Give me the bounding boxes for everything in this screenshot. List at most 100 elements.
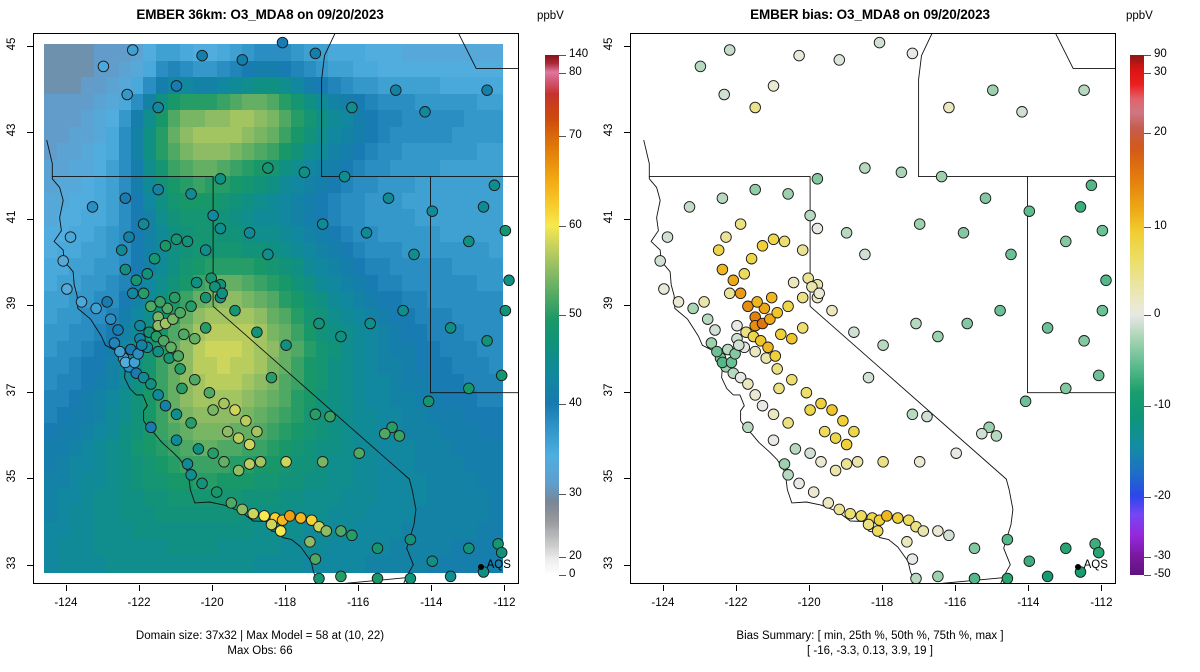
x-tick-mark — [1101, 585, 1103, 591]
x-tick-label: -116 — [347, 597, 370, 609]
colorbar-tick — [1144, 226, 1151, 228]
x-tick-mark — [65, 585, 67, 591]
x-axis-model: -124 -122 -120 -118 -116 -114 -112 — [33, 585, 519, 615]
y-tick-label: 33 — [6, 556, 18, 569]
x-tick-label: -112 — [1090, 597, 1113, 609]
x-tick-label: -122 — [127, 597, 151, 609]
colorbar-tick-label: 0 — [1154, 308, 1161, 320]
x-tick-label: -118 — [871, 597, 894, 609]
colorbar-tick-label: 50 — [569, 308, 582, 320]
colorbar-tick — [559, 315, 566, 316]
y-tick-label: 39 — [6, 296, 18, 310]
x-tick-label: -112 — [493, 597, 516, 609]
y-tick-label: 33 — [603, 556, 615, 569]
x-tick-mark — [358, 585, 360, 591]
y-tick-label: 37 — [603, 383, 615, 397]
plot-area-model[interactable] — [33, 33, 519, 584]
y-tick-label: 41 — [6, 210, 18, 224]
x-tick-label: -120 — [200, 597, 224, 609]
y-tick-mark — [624, 391, 630, 393]
colorbar-tick-label: -20 — [1154, 490, 1171, 502]
panel-bias-title: EMBER bias: O3_MDA8 on 09/20/2023 — [750, 7, 990, 22]
x-tick-label: -116 — [944, 597, 967, 609]
x-tick-mark — [139, 585, 140, 591]
y-axis-bias: 33 35 37 39 41 43 45 — [597, 33, 630, 584]
colorbar-tick — [559, 575, 566, 576]
y-tick-label: 43 — [6, 124, 18, 137]
colorbar-tick — [1144, 556, 1151, 558]
panel-bias: EMBER bias: O3_MDA8 on 09/20/2023 AQS -1… — [600, 0, 1200, 672]
y-tick-label: 35 — [603, 469, 615, 483]
y-tick-mark — [624, 564, 630, 566]
colorbar-tick-label: -30 — [1154, 549, 1171, 562]
caption-bias: Bias Summary: [ min, 25th %, 50th %, 75t… — [610, 629, 1130, 659]
colorbar-tick — [559, 556, 566, 558]
y-tick-label: 43 — [603, 124, 615, 137]
colorbar-tick-label: 20 — [569, 549, 582, 562]
caption-bias-line2: [ -16, -3.3, 0.13, 3.9, 19 ] — [807, 645, 933, 657]
y-tick-label: 39 — [603, 296, 615, 310]
colorbar-tick — [559, 73, 566, 75]
y-tick-label: 45 — [603, 37, 615, 51]
colorbar-tick-label: 90 — [1154, 48, 1167, 60]
x-tick-label: -124 — [651, 597, 675, 609]
caption-model-line2: Max Obs: 66 — [227, 645, 293, 657]
y-axis-model: 33 35 37 39 41 43 45 — [0, 33, 33, 584]
colorbar-tick — [1144, 497, 1151, 498]
colorbar-tick — [1144, 575, 1151, 576]
y-tick-mark — [27, 218, 33, 220]
x-tick-label: -114 — [1017, 597, 1040, 609]
plot-area-bias[interactable] — [630, 33, 1116, 584]
colorbar-tick — [559, 404, 566, 406]
caption-model: Domain size: 37x32 | Max Model = 58 at (… — [0, 629, 520, 659]
colorbar-tick-label: 40 — [569, 397, 582, 410]
x-tick-mark — [212, 585, 214, 591]
colorbar-tick-label: 30 — [1154, 66, 1167, 79]
colorbar-tick — [559, 225, 566, 227]
colorbar-tick — [559, 55, 566, 56]
y-tick-mark — [27, 132, 33, 134]
y-tick-mark — [27, 478, 33, 480]
colorbar-tick-label: -10 — [1154, 399, 1171, 411]
y-tick-mark — [27, 46, 33, 47]
caption-model-line1: Domain size: 37x32 | Max Model = 58 at (… — [135, 630, 385, 642]
y-tick-label: 45 — [6, 37, 18, 51]
colorbar-tick-label: 10 — [1154, 219, 1167, 232]
colorbar-tick — [1144, 406, 1151, 407]
colorbar-tick — [1144, 73, 1151, 75]
x-tick-mark — [882, 585, 884, 591]
colorbar-tick-label: 20 — [1154, 126, 1167, 138]
y-tick-label: 41 — [603, 210, 615, 224]
y-tick-label: 35 — [6, 469, 18, 483]
colorbar-tick — [1144, 315, 1151, 316]
x-tick-label: -122 — [724, 597, 748, 609]
colorbar-tick-label: 70 — [569, 128, 582, 141]
x-tick-mark — [662, 585, 664, 591]
caption-bias-line1: Bias Summary: [ min, 25th %, 50th %, 75t… — [736, 630, 1004, 642]
aqs-legend-dot-bias — [1074, 563, 1081, 570]
observation-points-model — [57, 36, 515, 583]
colorbar-gradient-bias — [1130, 55, 1144, 575]
x-axis-bias: -124 -122 -120 -118 -116 -114 -112 — [630, 585, 1116, 615]
panel-model-title: EMBER 36km: O3_MDA8 on 09/20/2023 — [136, 7, 384, 22]
colorbar-tick-label: 140 — [569, 48, 589, 60]
colorbar-tick-label: 80 — [569, 66, 582, 79]
colorbar-tick-label: 30 — [569, 487, 582, 500]
colorbar-tick — [559, 135, 566, 137]
x-tick-mark — [809, 585, 811, 591]
y-tick-label: 37 — [6, 383, 18, 397]
colorbar-gradient-model — [545, 55, 559, 575]
x-tick-mark — [504, 585, 506, 591]
panel-model: EMBER 36km: O3_MDA8 on 09/20/2023 AQS -1… — [0, 7, 589, 659]
colorbar-tick — [1144, 133, 1151, 134]
y-tick-mark — [624, 46, 630, 47]
x-tick-mark — [1028, 585, 1030, 591]
colorbar-tick — [559, 494, 566, 496]
y-tick-mark — [27, 391, 33, 393]
y-tick-mark — [624, 218, 630, 220]
x-tick-mark — [431, 585, 433, 591]
colorbar-tick-label: 60 — [569, 218, 582, 231]
colorbar-tick — [1144, 55, 1151, 56]
x-tick-label: -124 — [54, 597, 78, 609]
